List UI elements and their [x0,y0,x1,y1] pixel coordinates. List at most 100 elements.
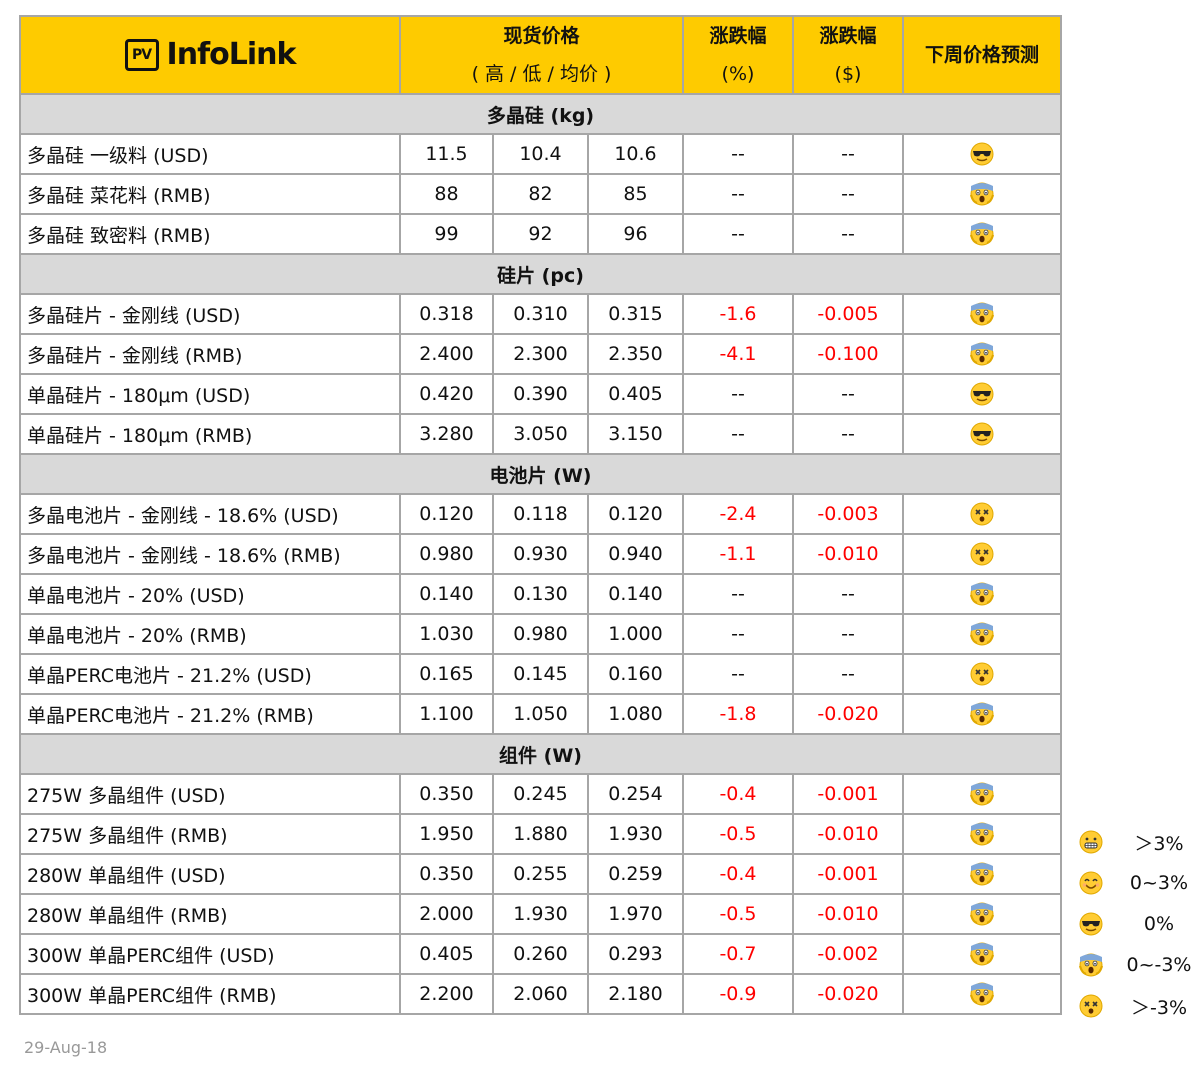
change-pct-cell: -1.8 [682,693,794,735]
price-avg-cell: 0.405 [587,373,684,415]
scream-face-icon [970,222,994,246]
table-row: 300W 单晶PERC组件 (USD) 0.405 0.260 0.293 -0.7 -0… [19,933,1062,975]
price-avg-cell: 0.315 [587,293,684,335]
table-row: 多晶硅 一级料 (USD) 11.5 10.4 10.6 -- -- [19,133,1062,175]
change-abs-cell: -- [792,573,904,615]
price-low-cell: 1.050 [492,693,589,735]
change-abs-cell: -0.010 [792,533,904,575]
price-low-cell: 0.245 [492,773,589,815]
price-high-cell: 0.350 [399,853,494,895]
scream-face-icon [970,982,994,1006]
price-low-cell: 2.060 [492,973,589,1015]
section-header-row: 多晶硅 (kg) [19,93,1062,135]
product-name-cell: 300W 单晶PERC组件 (USD) [19,933,401,975]
price-low-cell: 0.118 [492,493,589,535]
forecast-cell [902,693,1062,735]
price-avg-cell: 0.254 [587,773,684,815]
col-header-abs-line1: 涨跌幅 [819,25,877,47]
report-date: 29-Aug-18 [24,1038,108,1057]
forecast-cell [902,653,1062,695]
section-title: 组件 (W) [19,733,1062,775]
col-header-pct: 涨跌幅 (%) [682,15,794,95]
price-high-cell: 0.420 [399,373,494,415]
grin-face-icon [1079,830,1103,854]
price-low-cell: 0.980 [492,613,589,655]
forecast-cell [902,813,1062,855]
change-pct-cell: -- [682,653,794,695]
price-high-cell: 1.100 [399,693,494,735]
change-abs-cell: -0.001 [792,773,904,815]
price-high-cell: 0.350 [399,773,494,815]
price-avg-cell: 1.000 [587,613,684,655]
price-low-cell: 0.930 [492,533,589,575]
price-high-cell: 3.280 [399,413,494,455]
price-low-cell: 0.390 [492,373,589,415]
price-low-cell: 1.880 [492,813,589,855]
forecast-cell [902,893,1062,935]
scream-face-icon [970,302,994,326]
forecast-cell [902,573,1062,615]
col-header-abs: 涨跌幅 ($) [792,15,904,95]
col-header-pct-line2: (%) [721,63,755,85]
scream-face-icon [970,622,994,646]
change-pct-cell: -0.5 [682,813,794,855]
dizzy-face-icon [1079,994,1103,1018]
price-high-cell: 0.120 [399,493,494,535]
col-header-price-line1: 现货价格 [503,25,580,47]
price-low-cell: 3.050 [492,413,589,455]
price-avg-cell: 2.350 [587,333,684,375]
col-header-pct-line1: 涨跌幅 [709,25,767,47]
change-abs-cell: -- [792,653,904,695]
dizzy-face-icon [970,502,994,526]
price-avg-cell: 0.140 [587,573,684,615]
section-header-row: 组件 (W) [19,733,1062,775]
change-abs-cell: -- [792,613,904,655]
legend-label: ＞-3% [1131,996,1187,1019]
price-high-cell: 0.980 [399,533,494,575]
change-pct-cell: -- [682,133,794,175]
legend-item: ＞-3% [1079,991,1200,1021]
table-row: 280W 单晶组件 (RMB) 2.000 1.930 1.970 -0.5 -0.010 [19,893,1062,935]
change-pct-cell: -4.1 [682,333,794,375]
section-title: 多晶硅 (kg) [19,93,1062,135]
table-row: 多晶电池片 - 金刚线 - 18.6% (USD) 0.120 0.118 0.120… [19,493,1062,535]
product-name-cell: 单晶电池片 - 20% (RMB) [19,613,401,655]
price-avg-cell: 0.120 [587,493,684,535]
change-abs-cell: -0.001 [792,853,904,895]
table-row: 单晶电池片 - 20% (USD) 0.140 0.130 0.140 -- -- [19,573,1062,615]
table-row: 275W 多晶组件 (RMB) 1.950 1.880 1.930 -0.5 -0.010 [19,813,1062,855]
price-avg-cell: 0.293 [587,933,684,975]
scream-face-icon [970,582,994,606]
forecast-cell [902,493,1062,535]
product-name-cell: 单晶PERC电池片 - 21.2% (RMB) [19,693,401,735]
scream-face-icon [970,702,994,726]
col-header-price: 现货价格 ( 高 / 低 / 均价 ) [399,15,684,95]
cool-face-icon [970,142,994,166]
legend-label: ＞3% [1134,832,1184,855]
price-avg-cell: 1.970 [587,893,684,935]
scream-face-icon [970,342,994,366]
table-row: 280W 单晶组件 (USD) 0.350 0.255 0.259 -0.4 -0.001 [19,853,1062,895]
table-row: 单晶PERC电池片 - 21.2% (USD) 0.165 0.145 0.160 --… [19,653,1062,695]
price-low-cell: 2.300 [492,333,589,375]
change-pct-cell: -- [682,173,794,215]
legend-item: 0% [1079,909,1200,939]
logo-text: InfoLink [166,37,297,72]
change-pct-cell: -- [682,213,794,255]
product-name-cell: 280W 单晶组件 (RMB) [19,893,401,935]
price-low-cell: 1.930 [492,893,589,935]
scream-face-icon [970,942,994,966]
change-pct-cell: -1.6 [682,293,794,335]
section-title: 电池片 (W) [19,453,1062,495]
change-abs-cell: -0.020 [792,973,904,1015]
change-abs-cell: -0.002 [792,933,904,975]
forecast-cell [902,173,1062,215]
change-abs-cell: -0.005 [792,293,904,335]
forecast-cell [902,853,1062,895]
table-row: 多晶硅 菜花料 (RMB) 88 82 85 -- -- [19,173,1062,215]
logo-cell: PV InfoLink [19,15,401,95]
pv-logo-icon: PV [124,39,159,71]
price-table: PV InfoLink 现货价格 ( 高 / 低 / 均价 ) 涨跌幅 (%) … [19,15,1062,1015]
price-low-cell: 92 [492,213,589,255]
price-high-cell: 11.5 [399,133,494,175]
